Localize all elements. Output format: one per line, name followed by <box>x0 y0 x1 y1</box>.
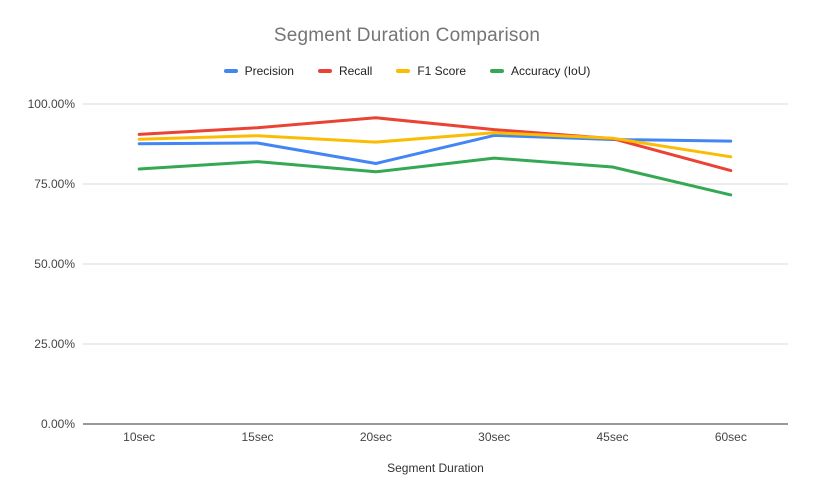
x-tick-label: 15sec <box>241 430 273 444</box>
y-tick-label: 25.00% <box>34 337 75 351</box>
legend-swatch-icon <box>396 69 411 73</box>
legend-swatch-icon <box>223 69 238 73</box>
y-tick-label: 50.00% <box>34 257 75 271</box>
y-tick-label: 100.00% <box>28 97 76 111</box>
chart-title: Segment Duration Comparison <box>273 25 541 46</box>
series-line-accuracy-iou <box>137 156 733 197</box>
legend-label: Accuracy (IoU) <box>511 64 591 78</box>
x-tick-label: 60sec <box>715 430 747 444</box>
series-line-f1-score <box>137 131 733 159</box>
legend-item-recall[interactable]: Recall <box>317 64 373 78</box>
legend-label: F1 Score <box>417 64 467 78</box>
chart-legend: Precision Recall F1 Score Accuracy (IoU) <box>0 64 814 78</box>
legend-item-precision[interactable]: Precision <box>223 64 294 78</box>
series-line-recall <box>137 116 733 173</box>
y-tick-label: 0.00% <box>41 417 75 431</box>
x-tick-label: 30sec <box>478 430 510 444</box>
x-tick-label: 45sec <box>596 430 628 444</box>
legend-item-accuracy-iou[interactable]: Accuracy (IoU) <box>490 64 590 78</box>
legend-swatch-icon <box>490 69 505 73</box>
x-tick-label: 20sec <box>360 430 392 444</box>
x-axis-title: Segment Duration <box>387 461 484 475</box>
series-line-precision <box>137 133 733 165</box>
x-tick-label: 10sec <box>123 430 155 444</box>
legend-label: Precision <box>244 64 294 78</box>
legend-swatch-icon <box>317 69 332 73</box>
legend-item-f1-score[interactable]: F1 Score <box>396 64 466 78</box>
legend-label: Recall <box>338 64 373 78</box>
y-tick-label: 75.00% <box>34 177 75 191</box>
